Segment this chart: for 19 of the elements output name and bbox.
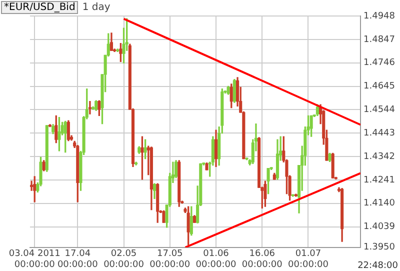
x-tick-label: 16.06 00:00:00 <box>242 249 283 270</box>
chart-title: *EUR/USD_Bid <box>1 1 78 14</box>
y-tick-label: 1.4140 <box>364 198 396 209</box>
y-tick-label: 1.4544 <box>364 105 396 116</box>
y-tick-label: 1.4342 <box>364 152 396 162</box>
y-tick-label: 1.4443 <box>364 128 396 138</box>
y-tick-label: 1.4241 <box>364 175 396 186</box>
y-tick-label: 1.4039 <box>364 222 396 232</box>
y-tick-label: 1.4847 <box>364 34 396 45</box>
y-tick-label: 1.4948 <box>364 11 396 22</box>
y-tick-label: 1.4645 <box>364 82 396 92</box>
y-tick-label: 1.3950 <box>364 242 396 253</box>
y-tick-label: 1.4746 <box>364 58 396 68</box>
text: 22:48:00 <box>358 260 398 271</box>
x-tick-label: 01.06 00:00:00 <box>196 249 236 270</box>
x-tick-label: 17.05 00:00:00 <box>150 249 190 270</box>
x-tick-label: 01.07 00:00:00 <box>288 249 329 270</box>
chart-subtitle: 1 day <box>82 2 110 13</box>
x-tick-label: 02.05 00:00:00 <box>104 249 144 270</box>
